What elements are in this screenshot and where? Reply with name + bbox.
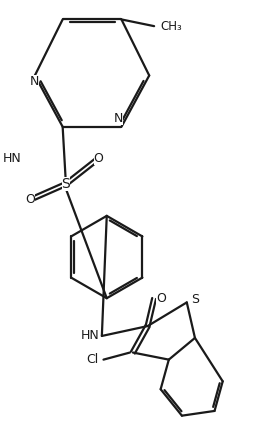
Text: S: S (62, 177, 70, 191)
Text: O: O (25, 193, 35, 206)
Text: S: S (191, 293, 199, 306)
Text: HN: HN (81, 330, 100, 342)
Text: CH₃: CH₃ (160, 19, 182, 33)
Text: O: O (156, 292, 166, 305)
Text: HN: HN (3, 152, 21, 165)
Text: N: N (113, 112, 123, 124)
Text: N: N (29, 75, 39, 88)
Text: Cl: Cl (86, 353, 99, 366)
Text: O: O (94, 152, 104, 165)
